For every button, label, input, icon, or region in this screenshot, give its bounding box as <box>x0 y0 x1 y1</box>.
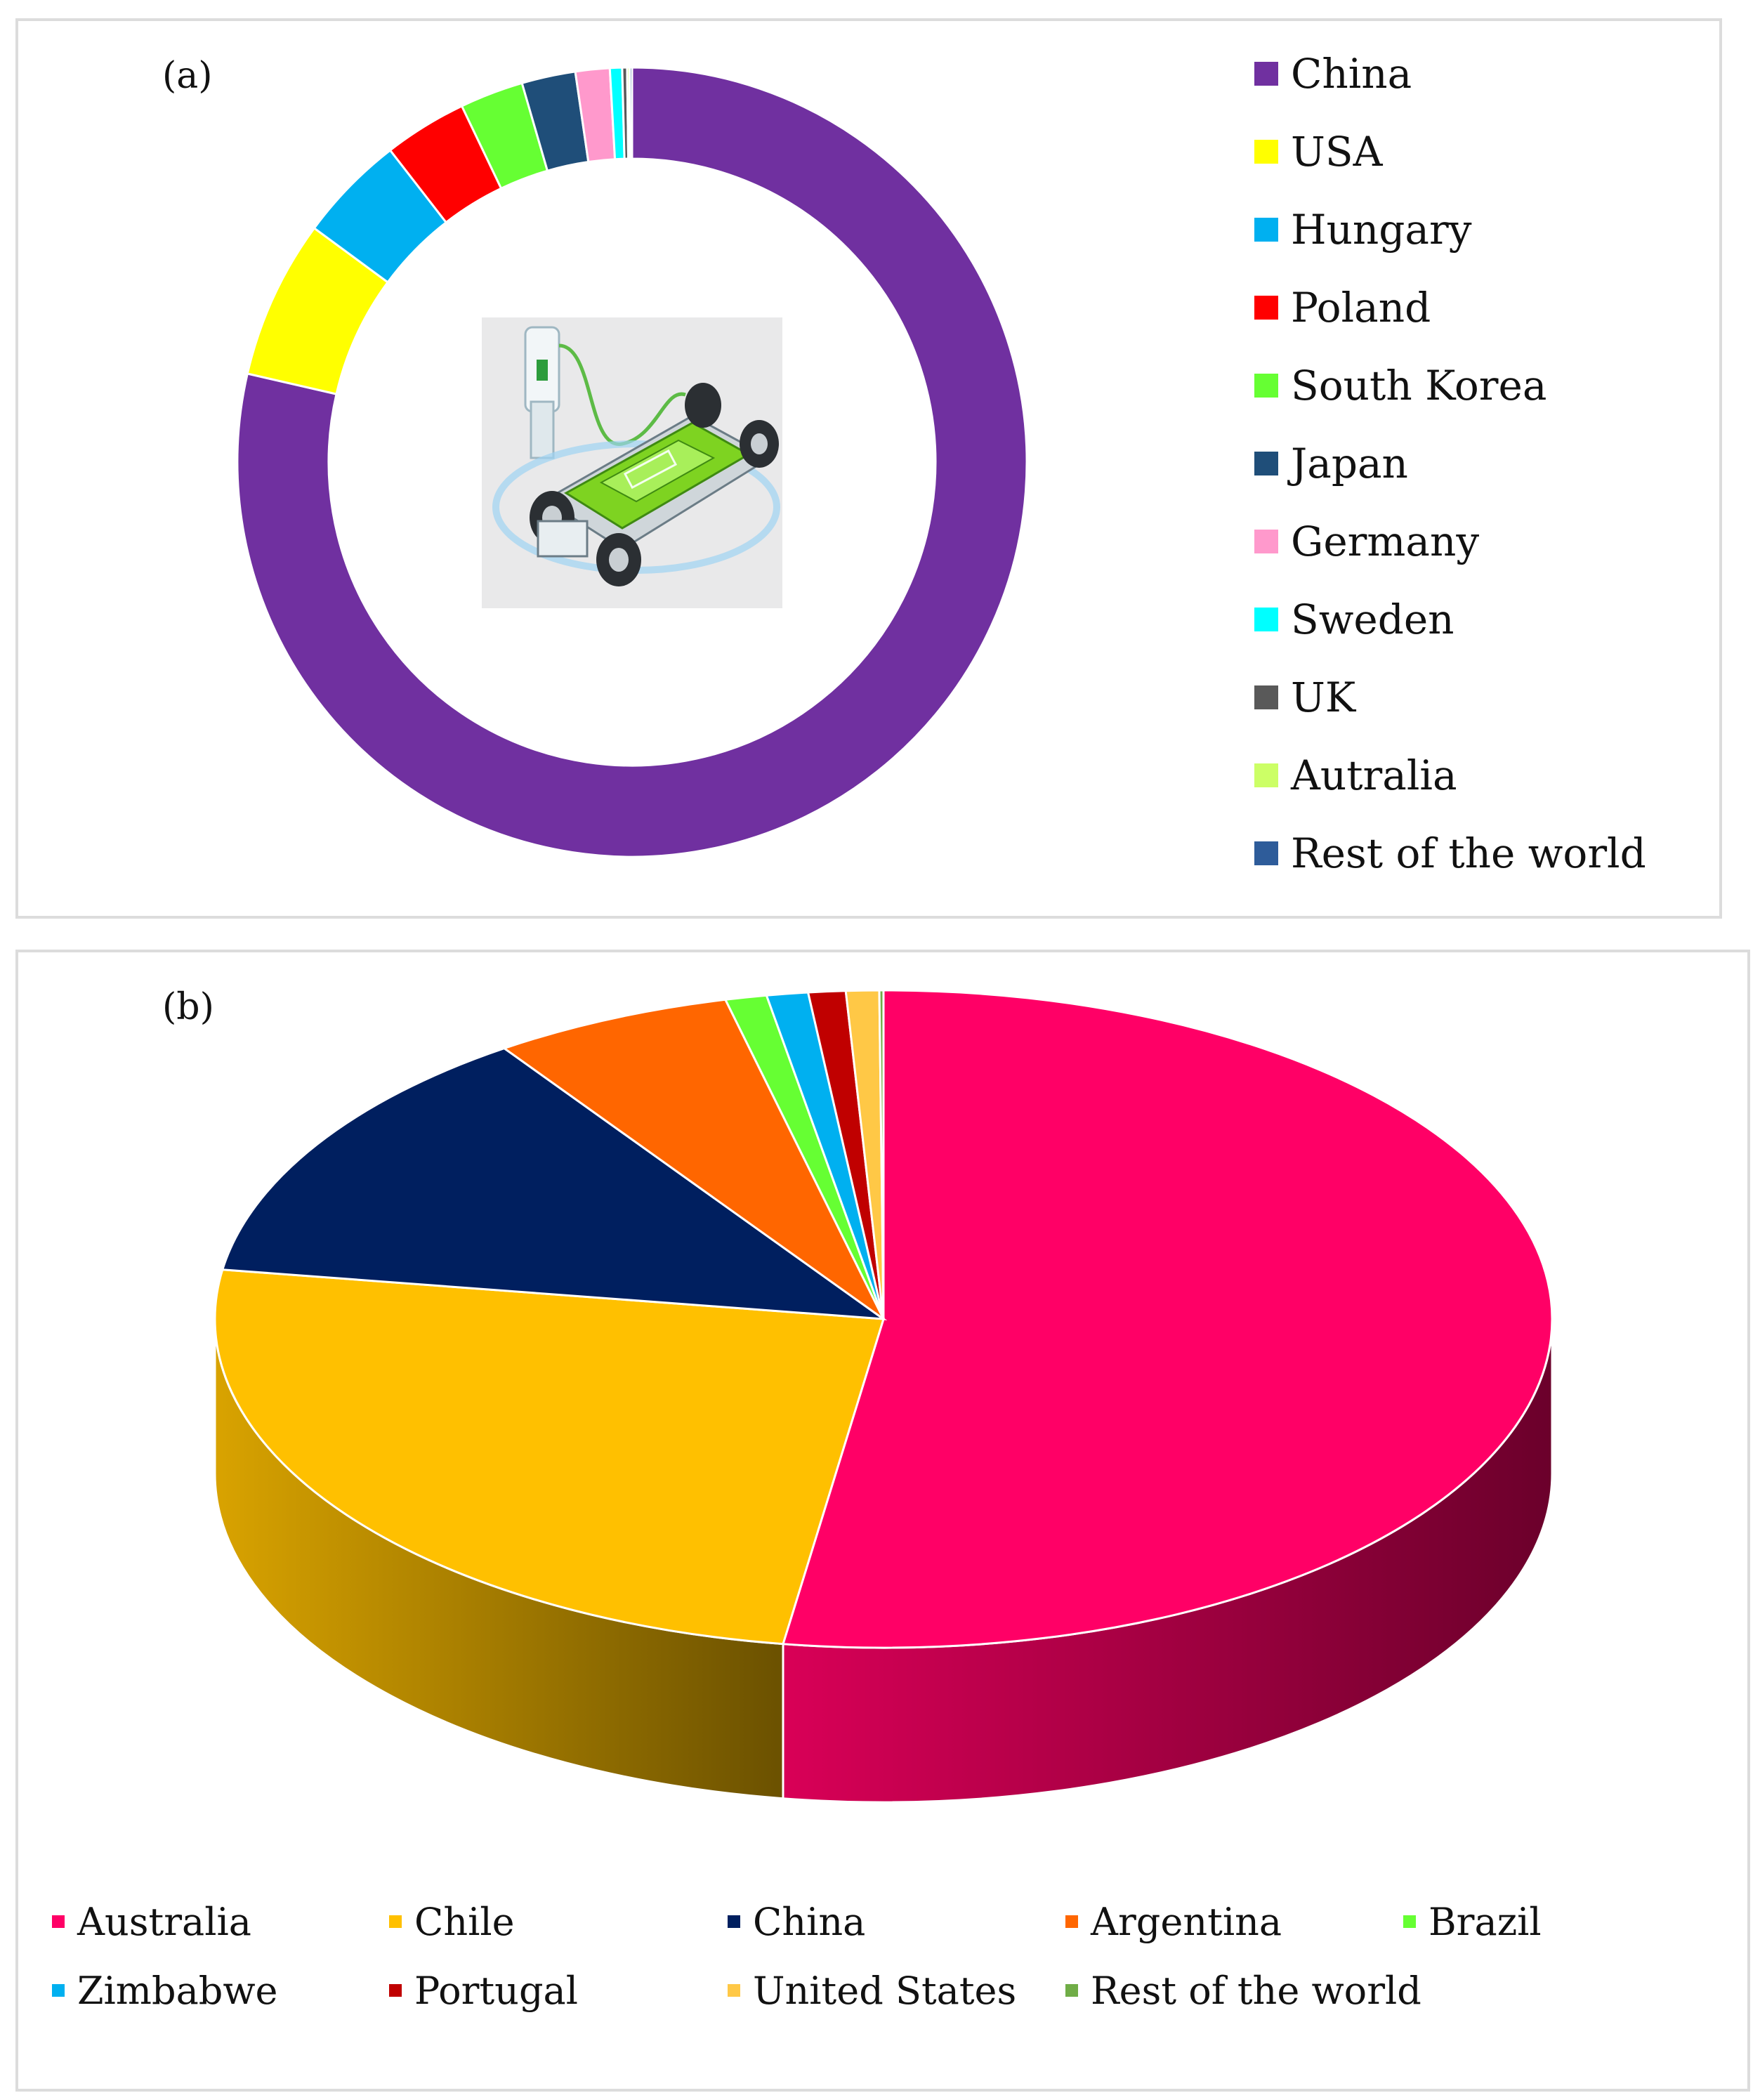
legend-a-item-autralia: Autralia <box>1254 751 1676 800</box>
panel-a: (a) China USA Hungary Poland <box>15 18 1722 919</box>
legend-a-label: Rest of the world <box>1291 829 1646 877</box>
legend-b-swatch <box>1065 1984 1078 1997</box>
legend-a-item-china: China <box>1254 49 1676 98</box>
legend-b-item-united-states: United States <box>728 1962 1016 2019</box>
pie-slice-australia <box>782 989 1554 1649</box>
legend-b-swatch <box>728 1984 740 1997</box>
legend-b-label: United States <box>753 1968 1017 2013</box>
legend-a-swatch <box>1254 841 1278 865</box>
legend-b-item-china: China <box>728 1894 865 1950</box>
donut-chart <box>236 66 1028 858</box>
legend-a-label: Autralia <box>1291 752 1457 799</box>
panel-label-a: (a) <box>162 55 213 97</box>
legend-a-swatch <box>1254 530 1278 553</box>
legend-b: Australia Chile China Argentina Brazil Zimbab… <box>52 1894 1723 2048</box>
legend-a-label: USA <box>1291 128 1383 176</box>
legend-b-label: China <box>753 1899 866 1944</box>
legend-a-swatch <box>1254 374 1278 398</box>
legend-b-swatch <box>1403 1915 1416 1928</box>
legend-b-label: Argentina <box>1091 1899 1282 1944</box>
legend-b-swatch <box>389 1984 402 1997</box>
legend-a-label: South Korea <box>1291 362 1547 409</box>
legend-a-swatch <box>1254 685 1278 709</box>
legend-b-label: Chile <box>414 1899 515 1944</box>
legend-a-label: China <box>1291 50 1412 98</box>
legend-a-label: UK <box>1291 674 1356 721</box>
panel-label-b: (b) <box>162 986 214 1028</box>
legend-b-label: Zimbabwe <box>77 1968 278 2013</box>
legend-b-item-portugal: Portugal <box>389 1962 578 2019</box>
legend-a-item-usa: USA <box>1254 127 1676 176</box>
legend-a-label: Germany <box>1291 518 1480 565</box>
legend-a-label: Japan <box>1291 440 1408 487</box>
legend-b-label: Rest of the world <box>1091 1968 1421 2013</box>
legend-b-label: Portugal <box>414 1968 578 2013</box>
legend-a-swatch <box>1254 218 1278 242</box>
legend-b-label: Brazil <box>1429 1899 1542 1944</box>
donut-slice-china <box>236 66 1028 858</box>
legend-a-item-poland: Poland <box>1254 283 1676 332</box>
pie-3d-chart <box>214 989 1554 1804</box>
legend-a-label: Hungary <box>1291 206 1472 254</box>
legend-b-label: Australia <box>77 1899 251 1944</box>
legend-a-swatch <box>1254 62 1278 86</box>
pie-slice-china <box>221 1046 888 1320</box>
legend-a-swatch <box>1254 296 1278 320</box>
legend-b-swatch <box>52 1984 65 1997</box>
legend-b-item-rest-of-the-world: Rest of the world <box>1065 1962 1421 2019</box>
pie-slice-argentina <box>501 998 885 1320</box>
legend-b-item-chile: Chile <box>389 1894 515 1950</box>
legend-a-swatch <box>1254 452 1278 475</box>
legend-b-item-zimbabwe: Zimbabwe <box>52 1962 278 2019</box>
legend-b-item-argentina: Argentina <box>1065 1894 1282 1950</box>
legend-a-item-rest-of-the-world: Rest of the world <box>1254 829 1676 878</box>
legend-a-label: Poland <box>1291 284 1431 332</box>
pie-slice-chile <box>214 1268 885 1646</box>
legend-a-item-south-korea: South Korea <box>1254 361 1676 410</box>
legend-a-swatch <box>1254 763 1278 787</box>
legend-b-item-brazil: Brazil <box>1403 1894 1542 1950</box>
legend-a-item-uk: UK <box>1254 673 1676 722</box>
legend-a-swatch <box>1254 608 1278 631</box>
legend-a-swatch <box>1254 140 1278 164</box>
panel-b: (b) Australia Chile China Argentina Brazil Zi… <box>15 950 1750 2092</box>
pie-slice-rest-of-the-world <box>878 989 885 1320</box>
donut-slice-rest-of-the-world <box>628 66 633 160</box>
legend-a-item-japan: Japan <box>1254 439 1676 488</box>
ev-battery-illustration <box>482 317 782 608</box>
legend-a-item-germany: Germany <box>1254 517 1676 566</box>
legend-a-item-sweden: Sweden <box>1254 595 1676 644</box>
legend-a-item-hungary: Hungary <box>1254 205 1676 254</box>
legend-b-swatch <box>728 1915 740 1928</box>
legend-a-label: Sweden <box>1291 596 1454 643</box>
legend-b-swatch <box>52 1915 65 1928</box>
legend-b-swatch <box>389 1915 402 1928</box>
legend-b-item-australia: Australia <box>52 1894 251 1950</box>
legend-b-swatch <box>1065 1915 1078 1928</box>
